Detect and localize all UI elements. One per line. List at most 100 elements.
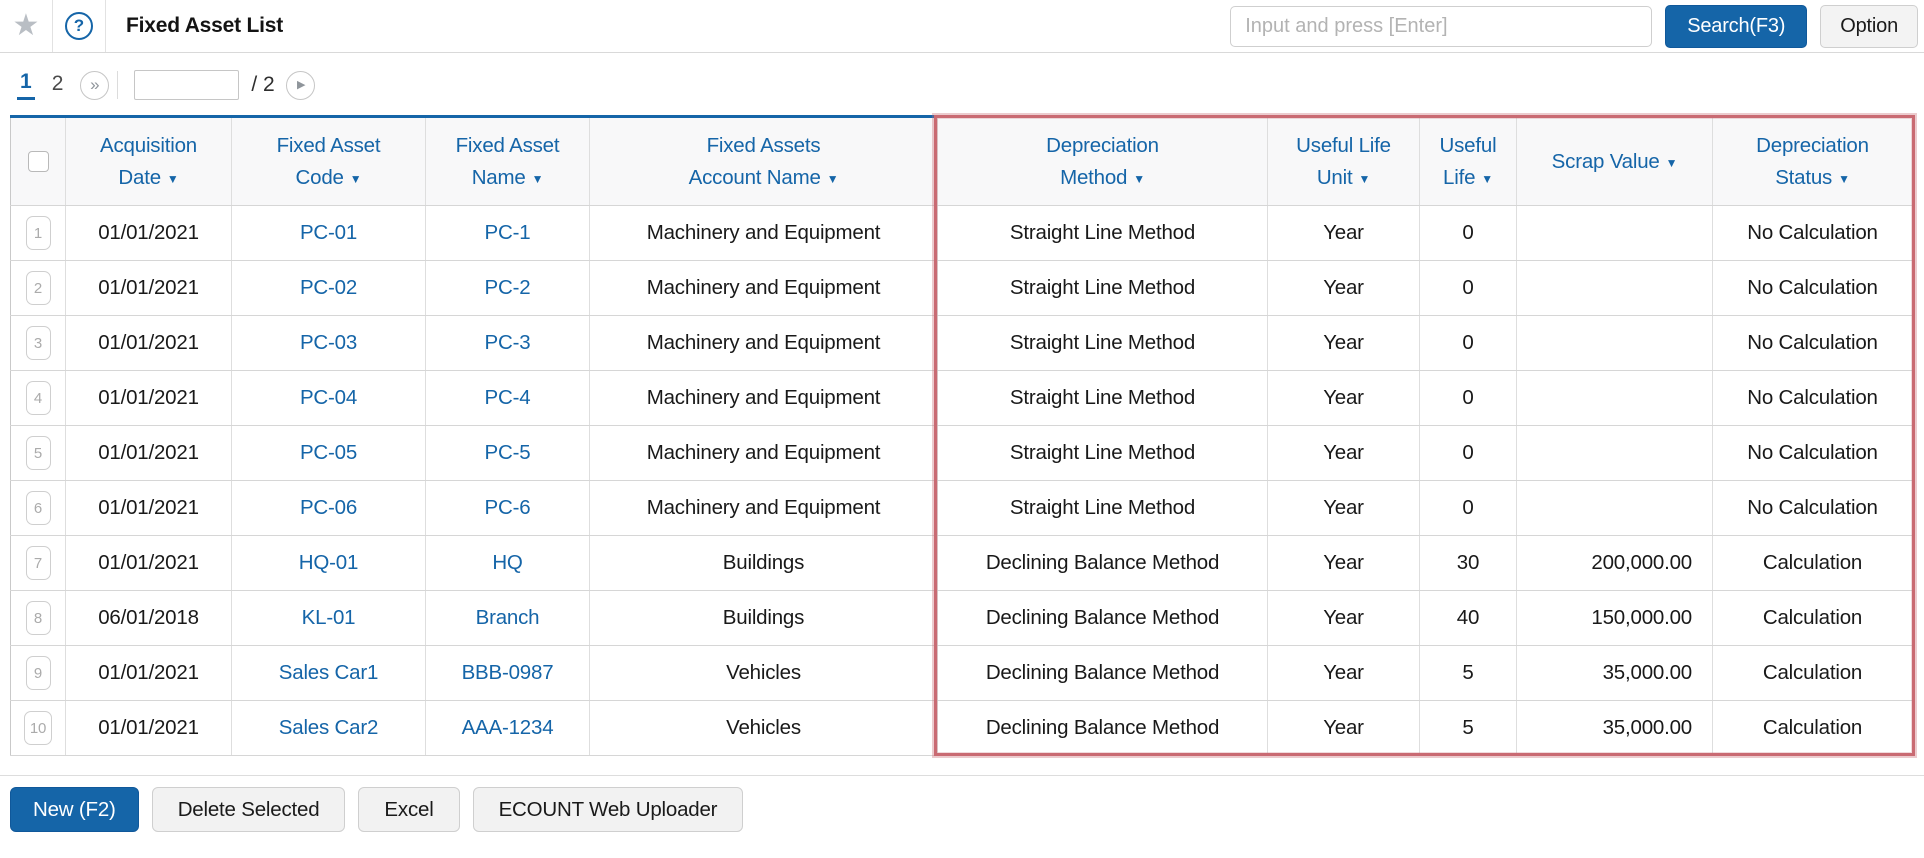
total-pages-label: / 2 [251, 73, 275, 96]
ecount-web-uploader-button[interactable]: ECOUNT Web Uploader [472, 787, 744, 832]
header-label: Life ▼ [1443, 165, 1493, 189]
asset-name-link[interactable]: PC-3 [484, 331, 531, 354]
favorite-button[interactable]: ★ [0, 0, 53, 52]
cell-life: 5 [1419, 645, 1517, 701]
search-input[interactable] [1230, 5, 1653, 47]
asset-code-link[interactable]: PC-01 [299, 221, 358, 244]
sort-icon: ▼ [1838, 171, 1850, 186]
cell-text: Year [1323, 331, 1364, 354]
delete-selected-button[interactable]: Delete Selected [151, 787, 346, 832]
row-number-button[interactable]: 10 [23, 711, 53, 745]
cell-method: Declining Balance Method [937, 590, 1268, 646]
cell-text: Year [1323, 551, 1364, 574]
asset-code-link[interactable]: Sales Car1 [278, 661, 379, 684]
cell-scrap [1516, 480, 1713, 536]
asset-code-link[interactable]: PC-03 [299, 331, 358, 354]
cell-text: Declining Balance Method [985, 551, 1220, 574]
search-button[interactable]: Search(F3) [1665, 4, 1808, 48]
cell-text: No Calculation [1747, 496, 1878, 519]
sort-icon: ▼ [1481, 171, 1493, 186]
cell-no: 4 [10, 370, 66, 426]
column-header-useful-life[interactable]: Useful Life ▼ [1419, 116, 1517, 206]
next-pages-button[interactable]: » [80, 70, 110, 100]
row-number-button[interactable]: 1 [25, 216, 51, 250]
cell-text: Year [1323, 496, 1364, 519]
cell-method: Straight Line Method [937, 370, 1268, 426]
asset-name-link[interactable]: Branch [475, 606, 540, 629]
row-number-button[interactable]: 8 [25, 601, 51, 635]
cell-name: PC-3 [425, 315, 590, 371]
cell-name: PC-1 [425, 205, 590, 261]
cell-text: Machinery and Equipment [646, 441, 881, 464]
fixed-asset-table: Acquisition Date ▼ Fixed Asset Code ▼ Fixe… [10, 115, 1913, 756]
page-number-input[interactable] [134, 70, 240, 100]
new-button[interactable]: New (F2) [10, 787, 139, 832]
row-number-button[interactable]: 2 [25, 271, 51, 305]
column-header-account-name[interactable]: Fixed Assets Account Name ▼ [589, 116, 938, 206]
asset-code-link[interactable]: PC-05 [299, 441, 358, 464]
cell-unit: Year [1267, 315, 1420, 371]
cell-text: 40 [1456, 606, 1480, 629]
header-label: Status ▼ [1775, 165, 1850, 189]
header-label: Name ▼ [471, 165, 544, 189]
asset-code-link[interactable]: HQ-01 [298, 551, 359, 574]
asset-name-link[interactable]: PC-4 [484, 386, 531, 409]
column-header-acquisition-date[interactable]: Acquisition Date ▼ [65, 116, 232, 206]
table-body: 1 01/01/2021 PC-01 PC-1 Machinery and Equipm… [10, 205, 1913, 756]
asset-name-link[interactable]: PC-2 [484, 276, 531, 299]
column-header-useful-life-unit[interactable]: Useful Life Unit ▼ [1267, 116, 1420, 206]
asset-code-link[interactable]: PC-04 [299, 386, 358, 409]
cell-text: Year [1323, 716, 1364, 739]
header-label: Depreciation [1756, 133, 1869, 157]
cell-method: Straight Line Method [937, 425, 1268, 481]
row-number-button[interactable]: 7 [25, 546, 51, 580]
asset-name-link[interactable]: AAA-1234 [461, 716, 554, 739]
asset-name-link[interactable]: HQ [492, 551, 523, 574]
asset-code-link[interactable]: PC-02 [299, 276, 358, 299]
cell-date: 01/01/2021 [65, 700, 232, 756]
table-row: 9 01/01/2021 Sales Car1 BBB-0987 Vehicles Dec… [10, 645, 1913, 701]
cell-text: Straight Line Method [1009, 496, 1196, 519]
page-button-1[interactable]: 1 [17, 70, 35, 100]
cell-unit: Year [1267, 590, 1420, 646]
help-icon: ? [65, 12, 93, 40]
cell-text: No Calculation [1747, 386, 1878, 409]
excel-button[interactable]: Excel [358, 787, 460, 832]
column-header-depreciation-method[interactable]: Depreciation Method ▼ [937, 116, 1268, 206]
row-number-button[interactable]: 4 [25, 381, 51, 415]
cell-text: Straight Line Method [1009, 331, 1196, 354]
asset-code-link[interactable]: PC-06 [299, 496, 358, 519]
cell-life: 0 [1419, 425, 1517, 481]
cell-life: 0 [1419, 315, 1517, 371]
go-to-page-button[interactable]: ▶ [285, 70, 315, 100]
cell-name: AAA-1234 [425, 700, 590, 756]
cell-text: 200,000.00 [1591, 551, 1692, 574]
option-button[interactable]: Option [1820, 4, 1918, 48]
asset-name-link[interactable]: PC-6 [484, 496, 531, 519]
table-row: 8 06/01/2018 KL-01 Branch Buildings Declining… [10, 590, 1913, 646]
row-number-button[interactable]: 6 [25, 491, 51, 525]
asset-code-link[interactable]: Sales Car2 [278, 716, 379, 739]
cell-text: Year [1323, 661, 1364, 684]
asset-code-link[interactable]: KL-01 [301, 606, 356, 629]
row-number-button[interactable]: 9 [25, 656, 51, 690]
cell-status: Calculation [1712, 535, 1913, 591]
asset-name-link[interactable]: BBB-0987 [461, 661, 554, 684]
column-header-depreciation-status[interactable]: Depreciation Status ▼ [1712, 116, 1913, 206]
asset-name-link[interactable]: PC-1 [484, 221, 531, 244]
help-button[interactable]: ? [53, 0, 106, 52]
column-header-scrap-value[interactable]: Scrap Value ▼ [1516, 116, 1713, 206]
asset-name-link[interactable]: PC-5 [484, 441, 531, 464]
cell-text: Straight Line Method [1009, 221, 1196, 244]
select-all-checkbox[interactable] [27, 151, 49, 172]
cell-no: 2 [10, 260, 66, 316]
row-number-button[interactable]: 3 [25, 326, 51, 360]
row-number-button[interactable]: 5 [25, 436, 51, 470]
column-header-fixed-asset-code[interactable]: Fixed Asset Code ▼ [231, 116, 426, 206]
cell-text: Straight Line Method [1009, 441, 1196, 464]
cell-code: PC-02 [231, 260, 426, 316]
cell-scrap: 150,000.00 [1516, 590, 1713, 646]
page-button-2[interactable]: 2 [51, 71, 64, 95]
cell-text: Machinery and Equipment [646, 496, 881, 519]
column-header-fixed-asset-name[interactable]: Fixed Asset Name ▼ [425, 116, 590, 206]
